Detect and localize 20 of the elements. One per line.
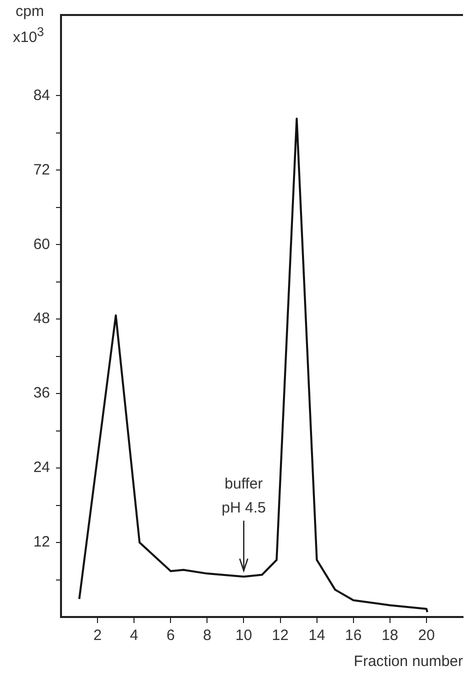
- x-tick-label: 4: [130, 627, 138, 644]
- y-tick-label: 84: [33, 86, 50, 104]
- x-tick-label: 10: [235, 627, 252, 644]
- annotation: buffer pH 4.5: [222, 476, 266, 517]
- x-tick-label: 6: [166, 627, 175, 644]
- y-tick-label: 36: [33, 384, 50, 402]
- y-tick-label: 60: [33, 236, 50, 253]
- x-tick-label: 18: [382, 627, 398, 644]
- x-tick-label: 20: [418, 627, 435, 644]
- x-tick-label: 14: [308, 627, 326, 644]
- y-tick-label: 72: [33, 161, 50, 178]
- y-axis-title: cpm x10$^{3}$: [12, 2, 44, 48]
- y-tick-label: 48: [33, 310, 50, 328]
- x-axis-title: Fraction number: [354, 653, 463, 670]
- y-tick-label: 12: [33, 534, 50, 551]
- x-tick-label: 8: [203, 627, 212, 644]
- x-tick-label: 16: [345, 627, 362, 644]
- x-tick-label: 12: [272, 627, 289, 644]
- x-tick-label: 2: [93, 627, 102, 644]
- y-tick-label: 24: [33, 459, 50, 476]
